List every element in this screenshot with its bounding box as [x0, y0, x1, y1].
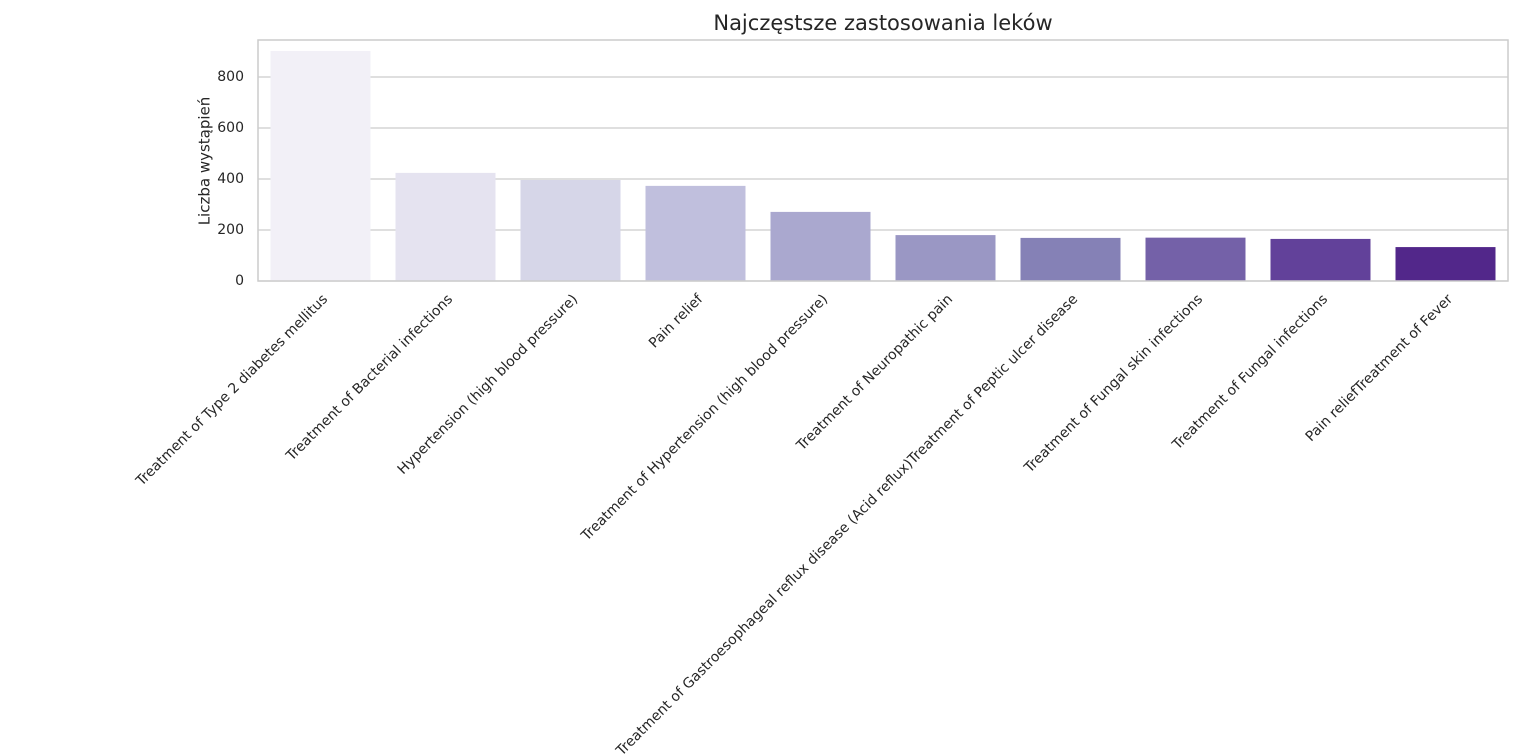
x-tick-label: Pain reliefTreatment of Fever — [1303, 291, 1457, 445]
bar — [645, 185, 746, 281]
y-tick-label: 200 — [217, 222, 244, 238]
y-tick-label: 400 — [217, 171, 244, 187]
chart-title: Najczęstsze zastosowania leków — [713, 11, 1052, 35]
bar — [1020, 237, 1121, 281]
x-tick-label: Treatment of Hypertension (high blood pr… — [578, 291, 831, 544]
y-tick-label: 800 — [217, 69, 244, 85]
y-tick-label: 600 — [217, 120, 244, 136]
bar — [270, 50, 371, 281]
x-tick-label: Treatment of Gastroesophageal reflux dis… — [613, 291, 1081, 754]
bar — [520, 180, 621, 281]
bar — [770, 211, 871, 281]
bar — [895, 235, 996, 281]
y-tick-label: 0 — [235, 273, 244, 289]
x-axis-label: Zastosowanie — [831, 753, 935, 754]
bar — [1145, 237, 1246, 281]
plot-frame — [257, 39, 1509, 282]
y-axis-label: Liczba wystąpień — [196, 97, 214, 226]
bar — [1395, 247, 1496, 281]
x-tick-label: Pain relief — [646, 291, 707, 352]
bar — [1270, 238, 1371, 281]
x-tick-label: Treatment of Type 2 diabetes mellitus — [133, 291, 332, 490]
bar — [395, 172, 496, 281]
